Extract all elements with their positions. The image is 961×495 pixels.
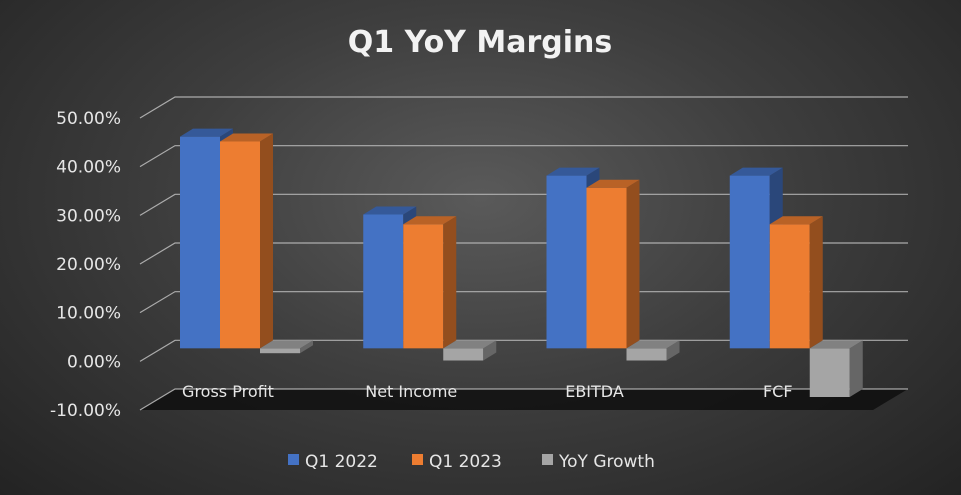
bar — [769, 216, 823, 349]
bar — [443, 340, 497, 361]
bar — [626, 340, 680, 361]
y-tick-label: 0.00% — [67, 352, 121, 372]
y-tick-label: 30.00% — [56, 206, 121, 226]
y-tick-label: 40.00% — [56, 158, 121, 178]
category-label: FCF — [763, 382, 793, 401]
chart-title: Q1 YoY Margins — [348, 25, 612, 60]
gridline — [139, 291, 908, 314]
legend: Q1 2022 Q1 2023 YoY Growth — [288, 452, 655, 472]
bar — [220, 133, 273, 349]
gridline — [139, 388, 908, 411]
bar — [260, 340, 313, 354]
chart-floor — [140, 389, 908, 410]
y-tick-label: 50.00% — [56, 109, 121, 129]
legend-swatch — [542, 454, 553, 465]
category-label: Gross Profit — [182, 382, 274, 401]
gridline — [139, 96, 908, 119]
gridline — [139, 242, 908, 265]
y-tick-label: -10.00% — [50, 401, 121, 421]
y-tick-label: 10.00% — [56, 304, 121, 324]
bar — [403, 216, 457, 349]
legend-label: YoY Growth — [558, 452, 655, 472]
floor-plane — [140, 389, 908, 410]
y-axis-tick-labels: 50.00% 40.00% 30.00% 20.00% 10.00% 0.00% -10.0… — [50, 109, 121, 421]
bars — [180, 128, 863, 397]
gridline — [139, 193, 908, 216]
legend-label: Q1 2023 — [429, 452, 502, 472]
y-tick-label: 20.00% — [56, 255, 121, 275]
legend-swatch — [288, 454, 299, 465]
gridlines — [139, 96, 908, 411]
bar — [586, 179, 640, 349]
legend-swatch — [412, 454, 423, 465]
category-label: EBITDA — [565, 382, 624, 401]
category-labels: Gross Profit Net Income EBITDA FCF — [182, 382, 792, 401]
gridline — [139, 145, 908, 168]
bar — [809, 340, 863, 397]
category-label: Net Income — [365, 382, 457, 401]
legend-label: Q1 2022 — [305, 452, 378, 472]
